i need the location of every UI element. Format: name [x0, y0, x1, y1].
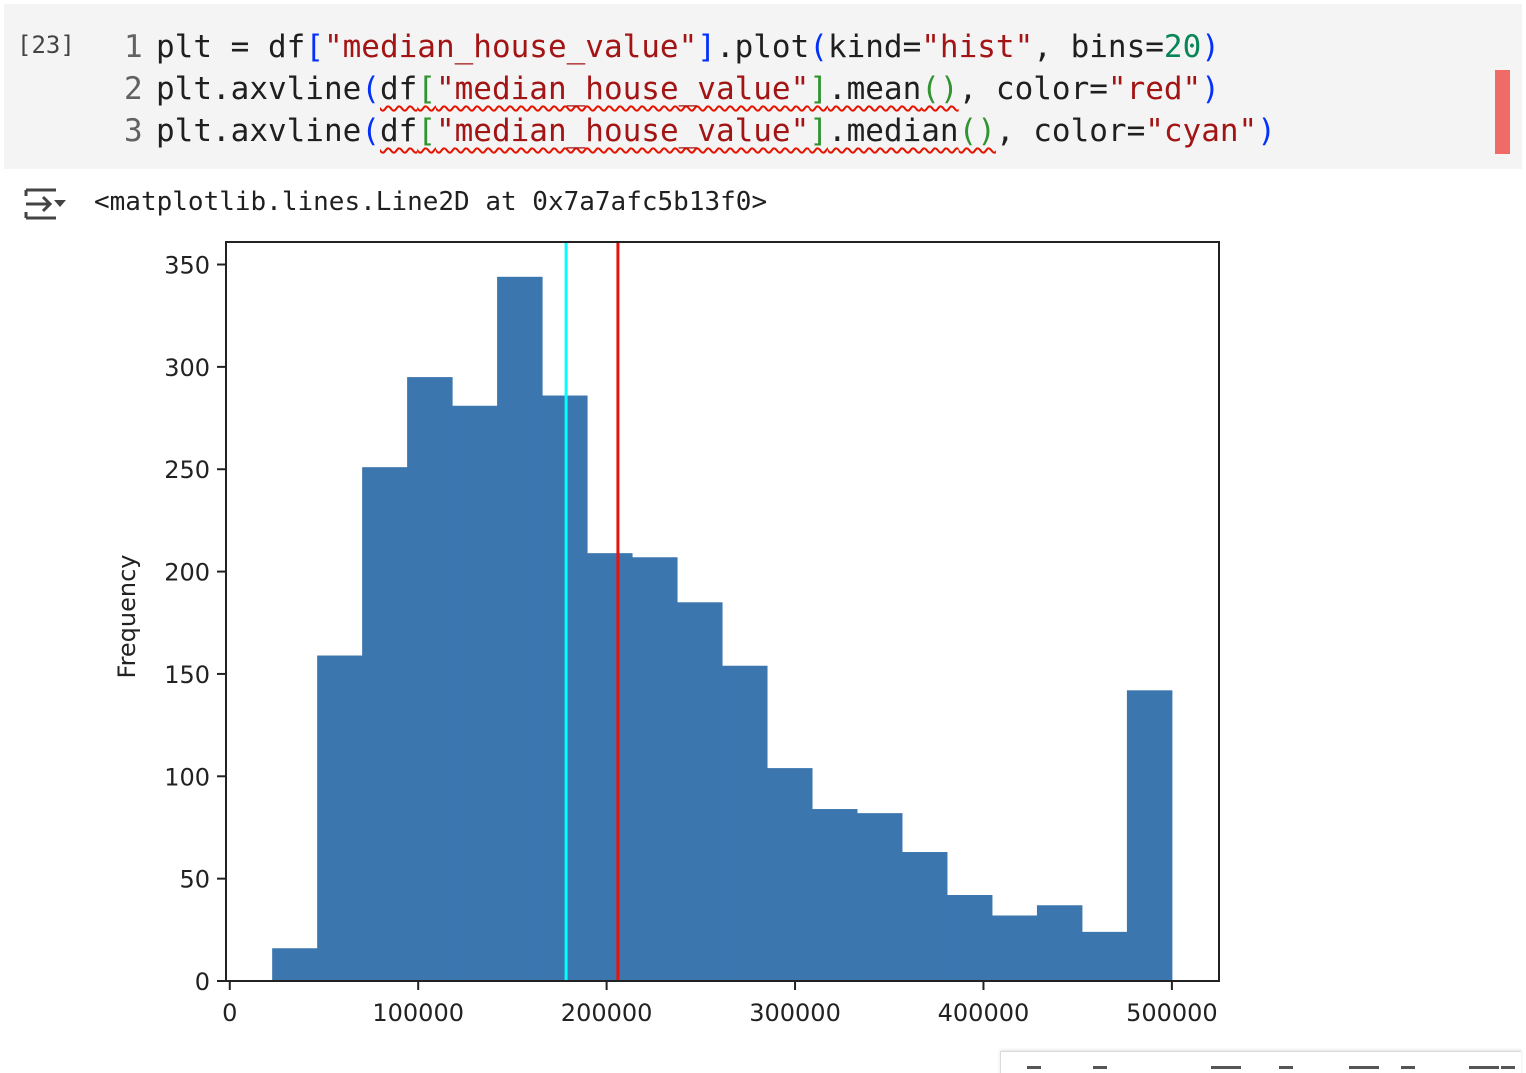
code-token: [: [417, 71, 436, 107]
histogram-bar: [407, 377, 453, 981]
code-token: "median_house_value": [323, 29, 698, 65]
code-token: [: [417, 113, 436, 149]
code-line[interactable]: 2 plt.axvline(df["median_house_value"].me…: [124, 68, 1276, 110]
y-tick-label: 200: [164, 559, 210, 587]
link-icon[interactable]: [1211, 1066, 1241, 1073]
histogram-bar: [812, 809, 858, 981]
code-token: "hist": [921, 29, 1034, 65]
y-tick-label: 100: [164, 763, 210, 791]
histogram-bar: [632, 557, 678, 981]
x-tick-label: 0: [222, 999, 237, 1027]
histogram-bar: [856, 813, 903, 981]
code-token: .median: [827, 113, 959, 149]
mirror-icon[interactable]: [1401, 1066, 1415, 1073]
code-token: "red": [1107, 71, 1202, 107]
x-tick-label: 300000: [749, 999, 841, 1027]
code-token: ]: [809, 71, 828, 107]
y-tick-label: 150: [164, 661, 210, 689]
code-token: ): [1201, 71, 1220, 107]
histogram-bar: [317, 655, 363, 981]
arrow-up-icon[interactable]: [1027, 1066, 1041, 1073]
x-tick-label: 200000: [561, 999, 653, 1027]
y-tick-label: 0: [195, 968, 210, 996]
y-axis-label: Frequency: [113, 555, 141, 679]
cell-output-text: <matplotlib.lines.Line2D at 0x7a7afc5b13…: [94, 187, 768, 217]
code-token: plt = df: [156, 29, 306, 65]
code-line[interactable]: 3 plt.axvline(df["median_house_value"].me…: [124, 110, 1276, 152]
code-token: , color=: [995, 113, 1146, 149]
code-token: .plot: [715, 29, 810, 65]
x-tick-label: 100000: [372, 999, 464, 1027]
code-token: .mean: [827, 71, 922, 107]
code-token: plt.axvline: [156, 71, 362, 107]
histogram-bar: [901, 852, 948, 981]
line-number: 2: [124, 71, 143, 107]
line-number: 1: [124, 29, 143, 65]
histogram-bar: [767, 768, 813, 981]
code-token: (): [921, 71, 959, 107]
code-cell[interactable]: [23] 1 plt = df["median_house_value"].plo…: [4, 4, 1522, 169]
x-tick-label: 400000: [938, 999, 1030, 1027]
code-token: 20: [1163, 29, 1202, 65]
code-token: (: [809, 29, 828, 65]
delete-icon[interactable]: [1469, 1066, 1499, 1073]
histogram-bar: [452, 405, 498, 981]
histogram-bar: [497, 276, 543, 982]
code-token: , color=: [958, 71, 1108, 107]
code-token: (): [958, 113, 996, 149]
execution-count: [23]: [17, 31, 75, 59]
code-token: df: [379, 71, 418, 107]
histogram-bar: [1081, 931, 1128, 981]
plot-frame: [225, 241, 1220, 982]
cell-toolbar: [1000, 1051, 1521, 1073]
output-collapse-icon[interactable]: [22, 186, 68, 222]
histogram-bar: [991, 915, 1038, 981]
histogram-bar: [1126, 690, 1173, 981]
histogram-bar: [722, 665, 768, 981]
x-tick-label: 500000: [1126, 999, 1218, 1027]
scrollbar-error-marker[interactable]: [1495, 70, 1510, 154]
line-number: 3: [124, 113, 143, 149]
histogram-bar: [946, 895, 993, 981]
code-token: df: [379, 113, 418, 149]
code-token: (: [361, 71, 380, 107]
y-tick-label: 350: [164, 252, 210, 280]
y-tick-label: 50: [179, 866, 210, 894]
histogram-bar: [362, 467, 408, 981]
code-token: "median_house_value": [435, 71, 810, 107]
code-token: "median_house_value": [435, 113, 810, 149]
arrow-down-icon[interactable]: [1093, 1066, 1107, 1073]
code-token: (: [361, 113, 380, 149]
y-tick-label: 300: [164, 354, 210, 382]
code-token: [: [305, 29, 324, 65]
code-token: ]: [809, 113, 828, 149]
code-editor[interactable]: 1 plt = df["median_house_value"].plot(kin…: [124, 26, 1276, 152]
code-line[interactable]: 1 plt = df["median_house_value"].plot(kin…: [124, 26, 1276, 68]
comment-icon[interactable]: [1279, 1066, 1293, 1073]
code-token: plt.axvline: [156, 113, 362, 149]
histogram-bar: [272, 948, 318, 981]
code-token: ): [1257, 113, 1276, 149]
histogram-bar: [587, 553, 633, 981]
y-tick-label: 250: [164, 456, 210, 484]
code-token: , bins=: [1033, 29, 1164, 65]
code-token: kind=: [827, 29, 922, 65]
code-token: ): [1201, 29, 1220, 65]
more-icon[interactable]: [1501, 1066, 1515, 1073]
code-token: ]: [697, 29, 716, 65]
code-token: "cyan": [1145, 113, 1258, 149]
histogram-bar: [1036, 905, 1083, 981]
histogram-bar: [677, 602, 723, 981]
settings-icon[interactable]: [1349, 1066, 1379, 1073]
